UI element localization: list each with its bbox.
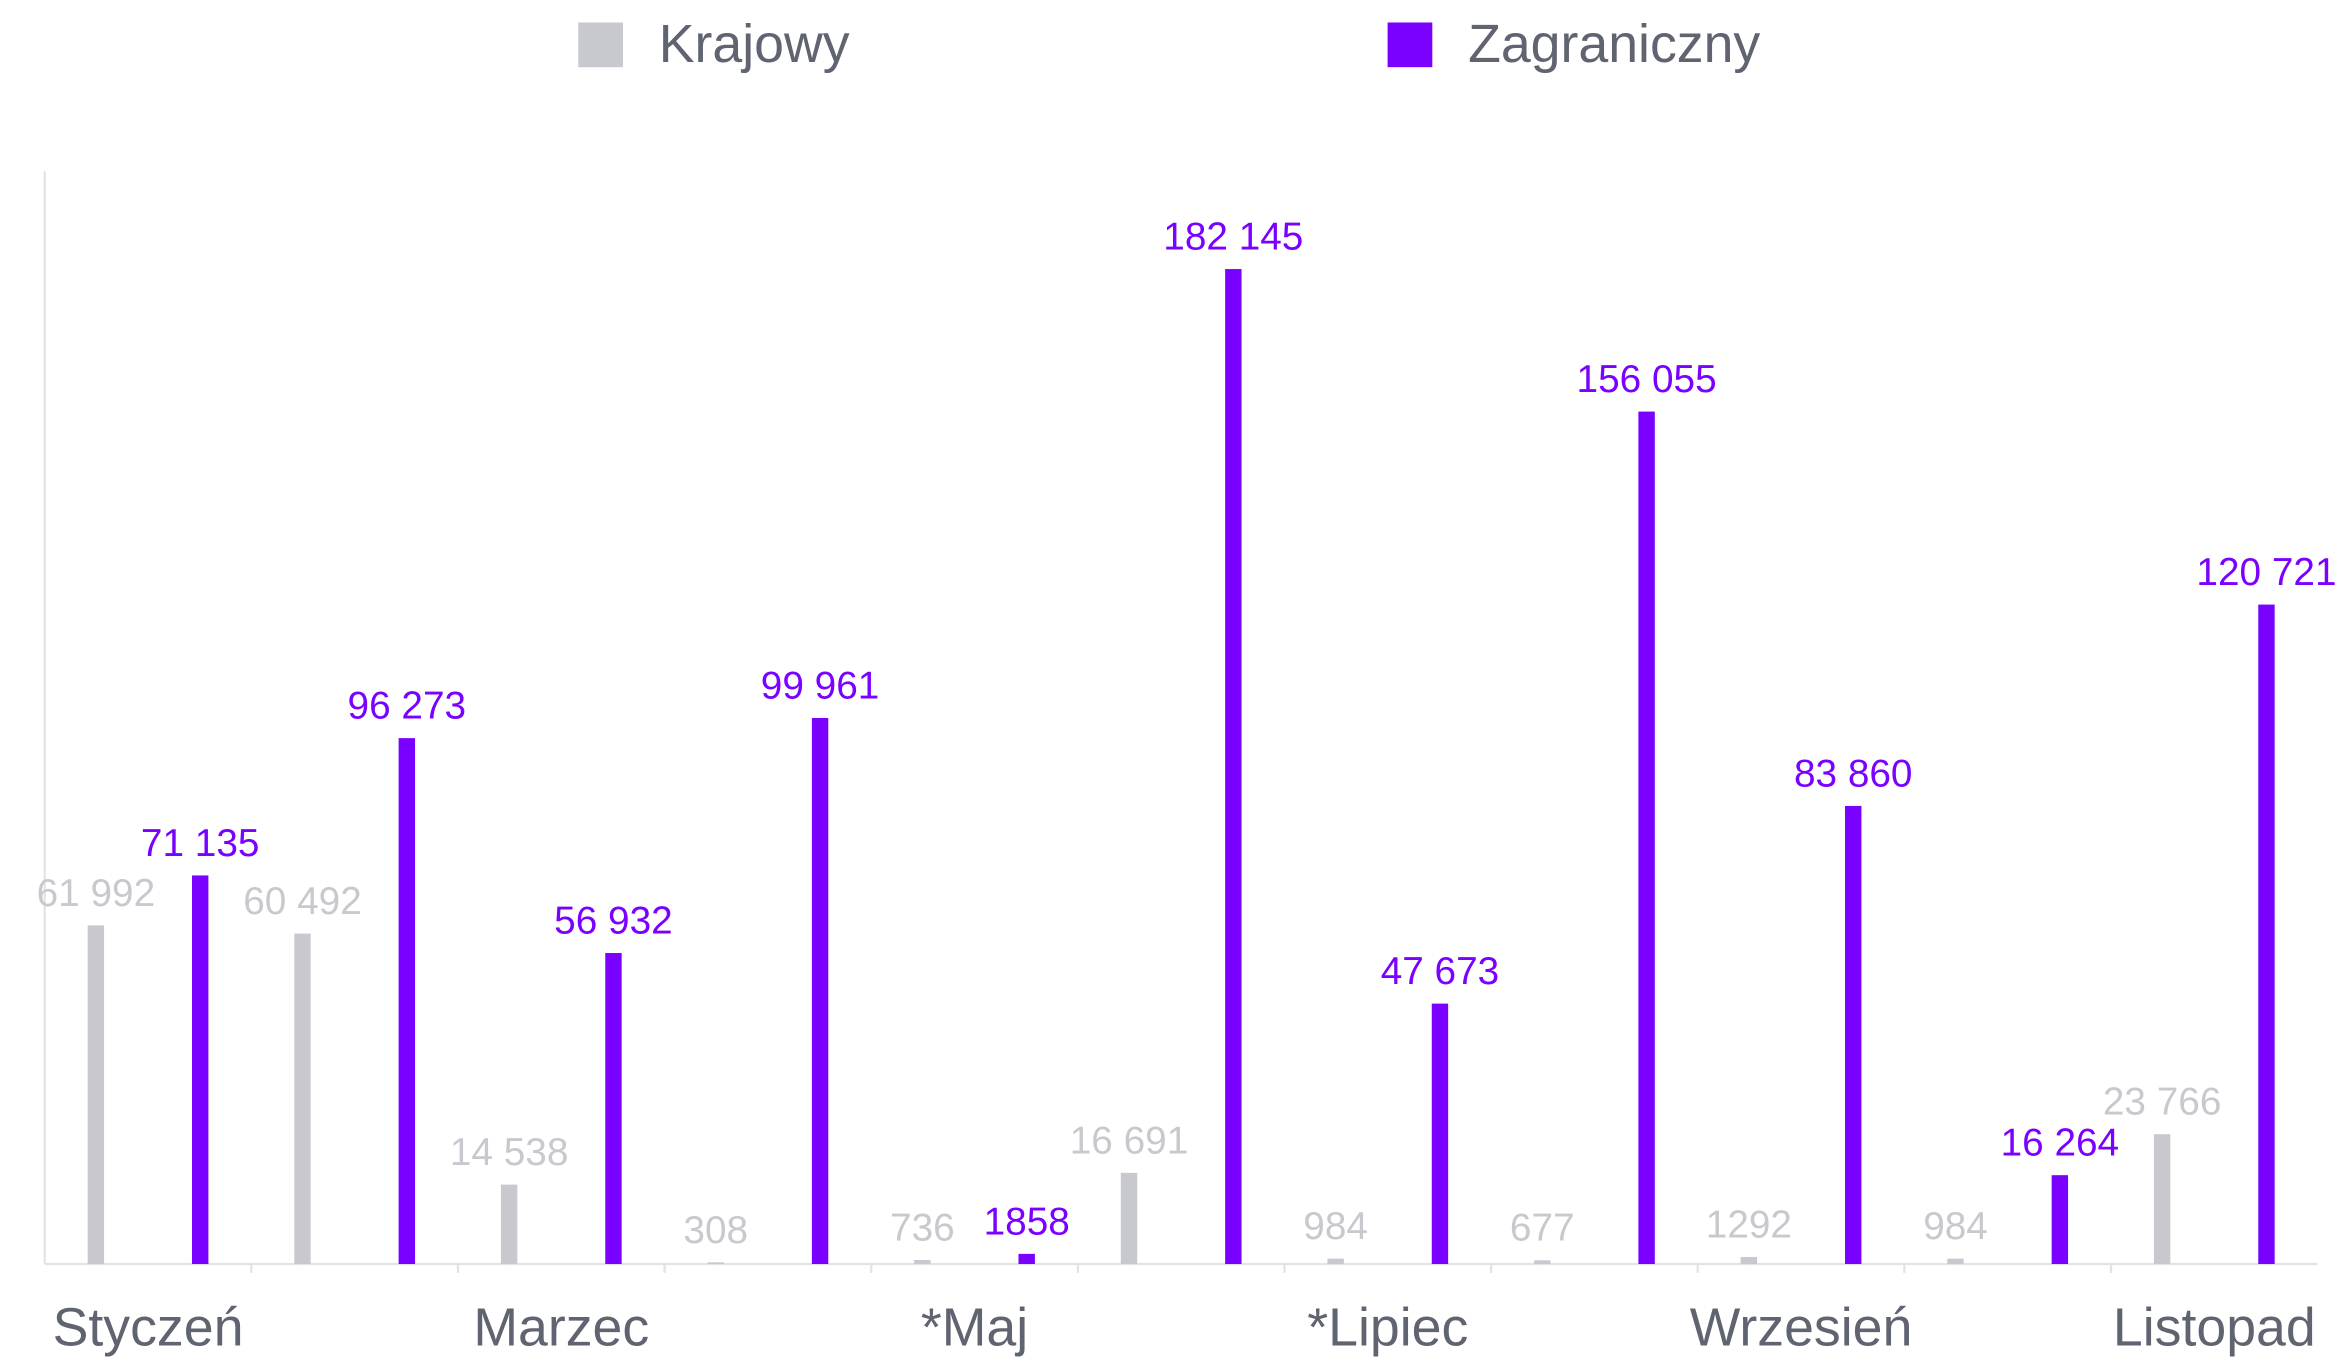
bar [2051, 1175, 2069, 1265]
value-label: 120 721 [2196, 551, 2336, 594]
value-label: 156 055 [1577, 358, 1717, 401]
bar [2153, 1134, 2171, 1265]
x-tick-label: Listopad [2113, 1297, 2316, 1357]
legend-label: Zagraniczny [1468, 14, 1760, 74]
bar [811, 717, 829, 1265]
value-label: 16 264 [2001, 1122, 2120, 1165]
legend-swatch [1387, 22, 1433, 68]
bar [1327, 1258, 1344, 1265]
value-label: 677 [1510, 1207, 1575, 1250]
bar [294, 933, 311, 1265]
bar [605, 953, 622, 1265]
value-label: 56 932 [554, 899, 673, 942]
bar [1018, 1253, 1035, 1265]
bar [1534, 1260, 1551, 1265]
value-label: 23 766 [2103, 1081, 2222, 1124]
value-label: 83 860 [1794, 752, 1913, 795]
bar [1740, 1256, 1758, 1265]
bar [398, 738, 416, 1265]
bar [191, 875, 209, 1265]
value-label: 14 538 [450, 1131, 569, 1174]
bar [707, 1262, 724, 1265]
bar [1225, 269, 1242, 1265]
x-tick-label: Styczeń [53, 1297, 244, 1357]
value-label: 47 673 [1381, 950, 1500, 993]
value-label: 308 [683, 1209, 748, 1252]
bar [1638, 411, 1655, 1265]
bar [1947, 1258, 1964, 1265]
value-label: 60 492 [243, 880, 362, 923]
value-label: 71 135 [141, 822, 260, 865]
bar [1120, 1172, 1138, 1265]
legend-swatch [578, 22, 624, 68]
bar [2258, 604, 2275, 1265]
value-label: 1858 [984, 1200, 1070, 1243]
value-label: 96 273 [348, 685, 467, 728]
bar [1431, 1003, 1449, 1265]
value-label: 182 145 [1163, 215, 1303, 258]
x-tick-label: *Lipiec [1307, 1297, 1468, 1357]
bar [500, 1184, 518, 1265]
x-tick-label: *Maj [921, 1297, 1028, 1357]
value-label: 984 [1303, 1205, 1368, 1248]
value-label: 61 992 [37, 872, 156, 915]
value-label: 984 [1923, 1205, 1988, 1248]
x-tick-label: Wrzesień [1690, 1297, 1913, 1357]
x-tick-label: Marzec [473, 1297, 649, 1357]
value-label: 736 [890, 1206, 955, 1249]
value-label: 16 691 [1070, 1119, 1189, 1162]
bar [914, 1259, 931, 1265]
value-label: 99 961 [761, 664, 880, 707]
value-label: 1292 [1706, 1203, 1792, 1246]
bar [1845, 805, 1862, 1265]
legend-label: Krajowy [659, 14, 850, 74]
bar [87, 925, 105, 1265]
